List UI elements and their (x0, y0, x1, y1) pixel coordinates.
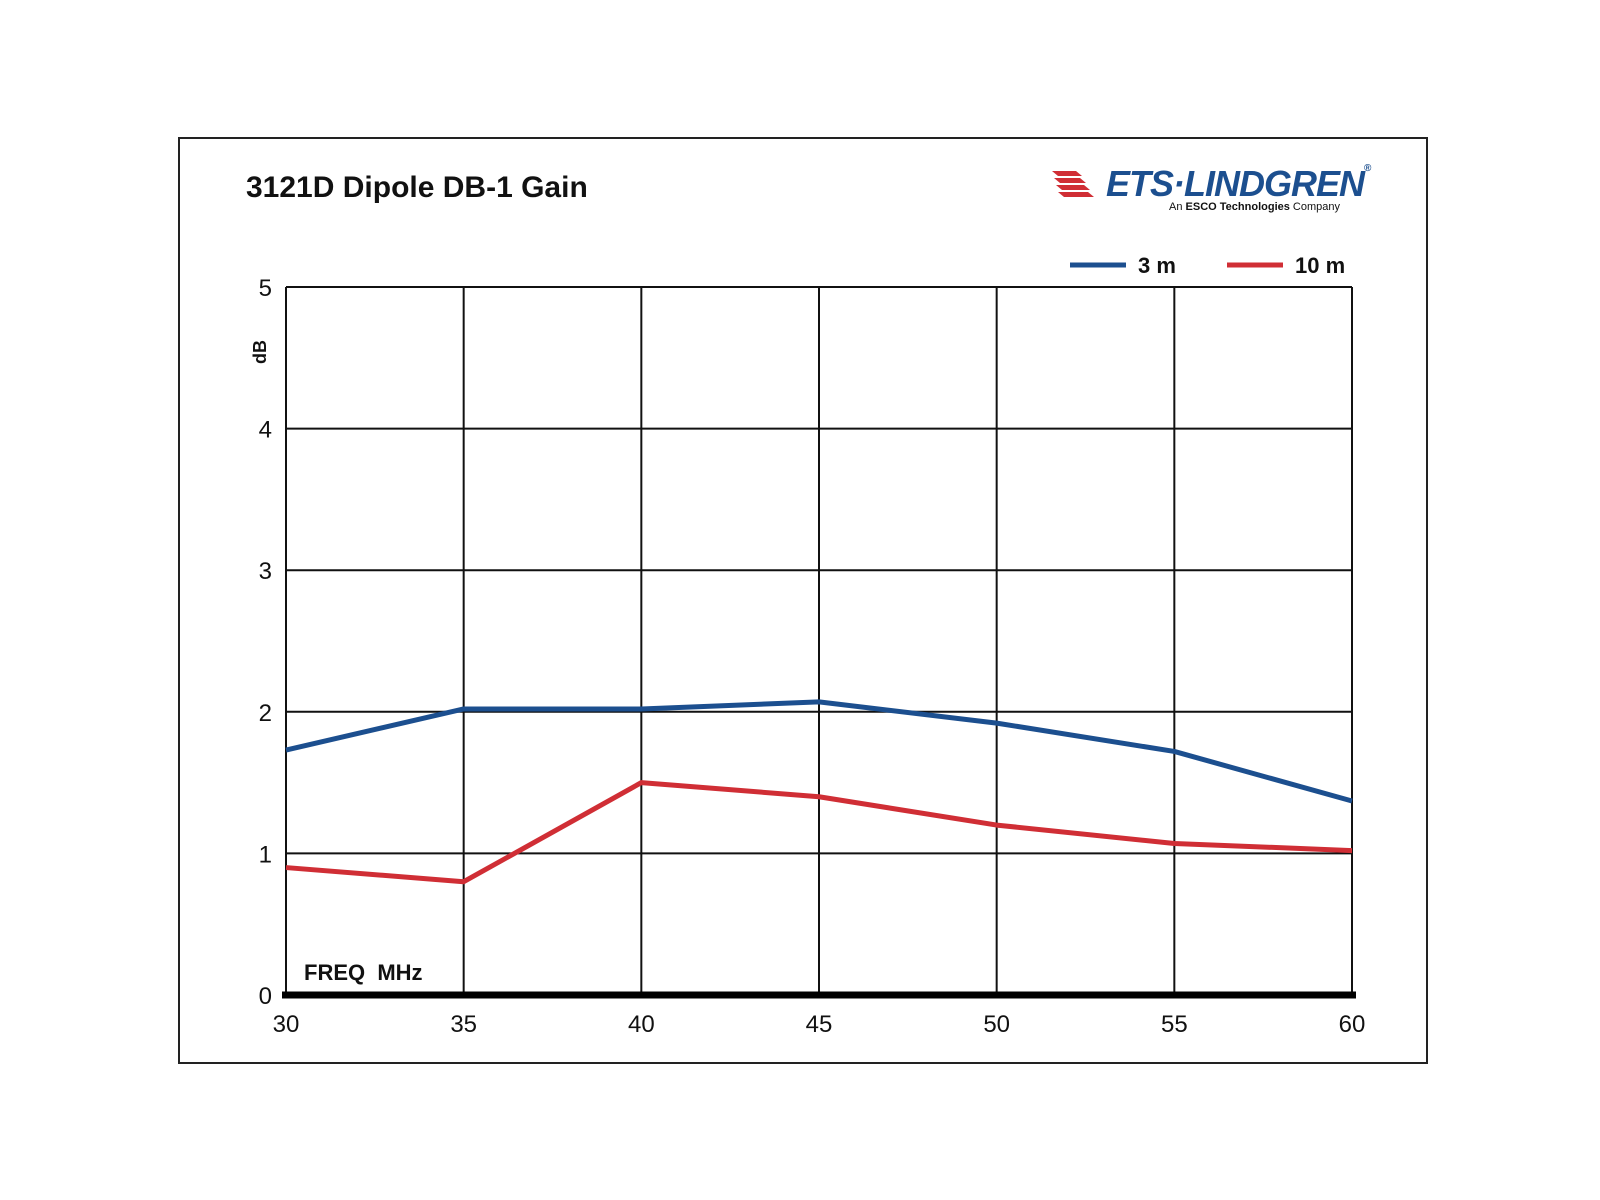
y-tick-label-0: 0 (259, 983, 272, 1010)
legend: 3 m 10 m (1070, 253, 1345, 278)
x-tick-label-40: 40 (628, 1011, 655, 1038)
logo-tagline-prefix: An (1169, 201, 1186, 213)
logo-tagline-bold: ESCO Technologies (1185, 201, 1290, 213)
series-lines (285, 699, 1353, 885)
x-tick-label-50: 50 (983, 1011, 1010, 1038)
x-tick-label-45: 45 (806, 1011, 833, 1038)
y-axis-label: dB (250, 340, 270, 364)
logo-tagline-suffix: Company (1289, 201, 1340, 213)
legend-label-3m: 3 m (1138, 253, 1176, 278)
y-tick-label-2: 2 (259, 700, 272, 727)
y-tick-label-3: 3 (259, 558, 272, 585)
legend-label-10m: 10 m (1295, 253, 1345, 278)
x-tick-label-60: 60 (1339, 1011, 1366, 1038)
chart-title: 3121D Dipole DB-1 Gain (246, 171, 588, 204)
series-line-3m (285, 699, 1353, 804)
y-tick-label-5: 5 (259, 275, 272, 302)
logo-stripes-icon (1052, 171, 1094, 197)
chart-frame: 3121D Dipole DB-1 Gain ETS·LINDGREN® An … (178, 137, 1428, 1064)
y-tick-label-1: 1 (259, 841, 272, 868)
x-tick-label-55: 55 (1161, 1011, 1188, 1038)
logo-brand: ETS·LINDGREN (1106, 163, 1365, 204)
logo-reg-mark: ® (1364, 163, 1371, 174)
y-tick-label-4: 4 (259, 417, 272, 444)
x-axis-label: FREQ MHz (304, 960, 423, 985)
logo-brand-text: ETS·LINDGREN® (1106, 163, 1371, 205)
logo-tagline: An ESCO Technologies Company (1169, 201, 1340, 213)
x-tick-label-35: 35 (450, 1011, 477, 1038)
x-tick-label-30: 30 (273, 1011, 300, 1038)
grid (282, 286, 1356, 999)
series-line-10m (285, 780, 1353, 885)
ets-lindgren-logo: ETS·LINDGREN® An ESCO Technologies Compa… (1052, 163, 1371, 219)
